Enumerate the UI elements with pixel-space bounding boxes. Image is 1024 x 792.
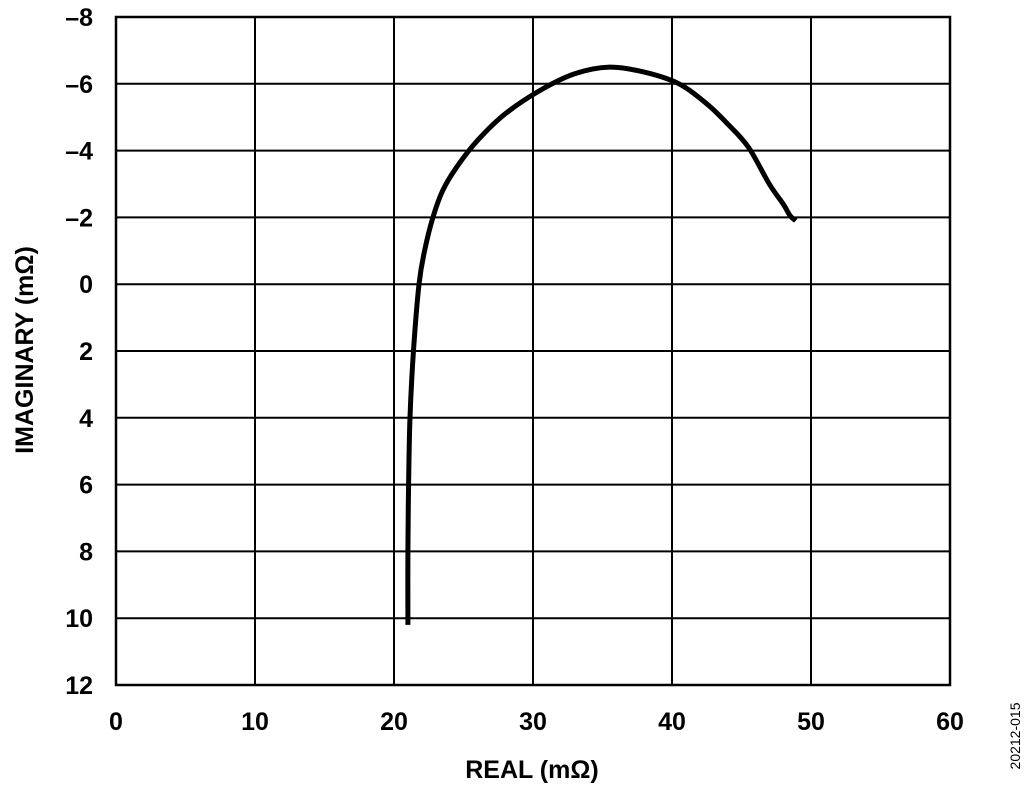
x-tick-labels: 0 10 20 30 40 50 60 [109,708,964,736]
y-tick-label: –2 [65,204,93,232]
y-tick-label: 0 [79,271,93,299]
x-tick-label: 0 [109,708,123,736]
y-tick-label: –6 [65,71,93,99]
y-tick-label: 6 [79,472,93,500]
x-tick-label: 30 [519,708,547,736]
x-axis-title: REAL (mΩ) [465,756,598,784]
impedance-curve [405,64,798,625]
x-tick-label: 40 [658,708,686,736]
x-tick-label: 20 [380,708,408,736]
gridlines [115,16,951,686]
x-tick-label: 10 [241,708,269,736]
y-tick-label: 8 [79,538,93,566]
y-tick-label: –8 [65,4,93,32]
x-tick-label: 50 [797,708,825,736]
y-tick-labels: –8 –6 –4 –2 0 2 4 6 8 10 12 [65,4,93,700]
y-axis-title: IMAGINARY (mΩ) [11,246,39,454]
plot-frame [114,15,952,687]
y-tick-label: 12 [65,672,93,700]
y-tick-label: 2 [79,338,93,366]
y-tick-label: 4 [79,405,93,433]
y-tick-label: 10 [65,605,93,633]
figure-id: 20212-015 [1007,702,1023,769]
y-tick-label: –4 [65,138,93,166]
x-tick-label: 60 [936,708,964,736]
